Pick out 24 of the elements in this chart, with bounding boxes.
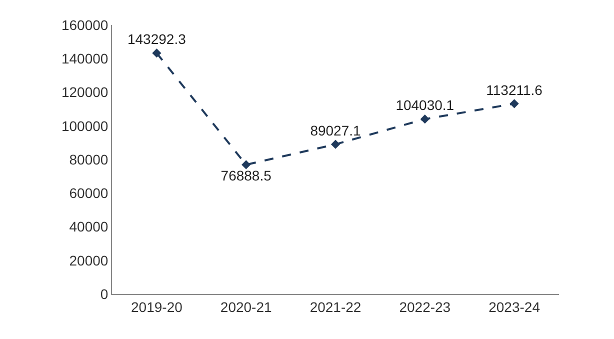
point [510,99,519,108]
point [242,160,251,170]
x-tick-label: 2021-22 [310,298,362,315]
y-tick-label: 0 [100,286,108,302]
data-label: 76888.5 [220,168,272,184]
point [420,114,430,124]
data-label: 89027.1 [310,122,362,138]
y-tick-label: 60000 [69,185,108,202]
y-tick-label: 160000 [61,16,108,33]
x-tick-label: 2022-23 [399,298,451,315]
data-label: 113211.6 [486,82,543,98]
x-tick-label: 2023-24 [488,298,540,315]
x-tick-label: 2019-20 [131,298,183,315]
data-label: 104030.1 [396,97,454,114]
y-tick-label: 120000 [61,84,108,100]
y-tick-label: 100000 [61,118,108,134]
x-tick-label: 2020-21 [220,298,272,315]
y-tick-label: 40000 [69,218,108,235]
point [330,140,340,149]
y-tick-label: 80000 [69,151,108,168]
y-tick-label: 20000 [69,252,108,268]
data-label: 143292.3 [127,31,186,48]
y-tick-label: 140000 [61,50,108,67]
point [152,48,162,58]
